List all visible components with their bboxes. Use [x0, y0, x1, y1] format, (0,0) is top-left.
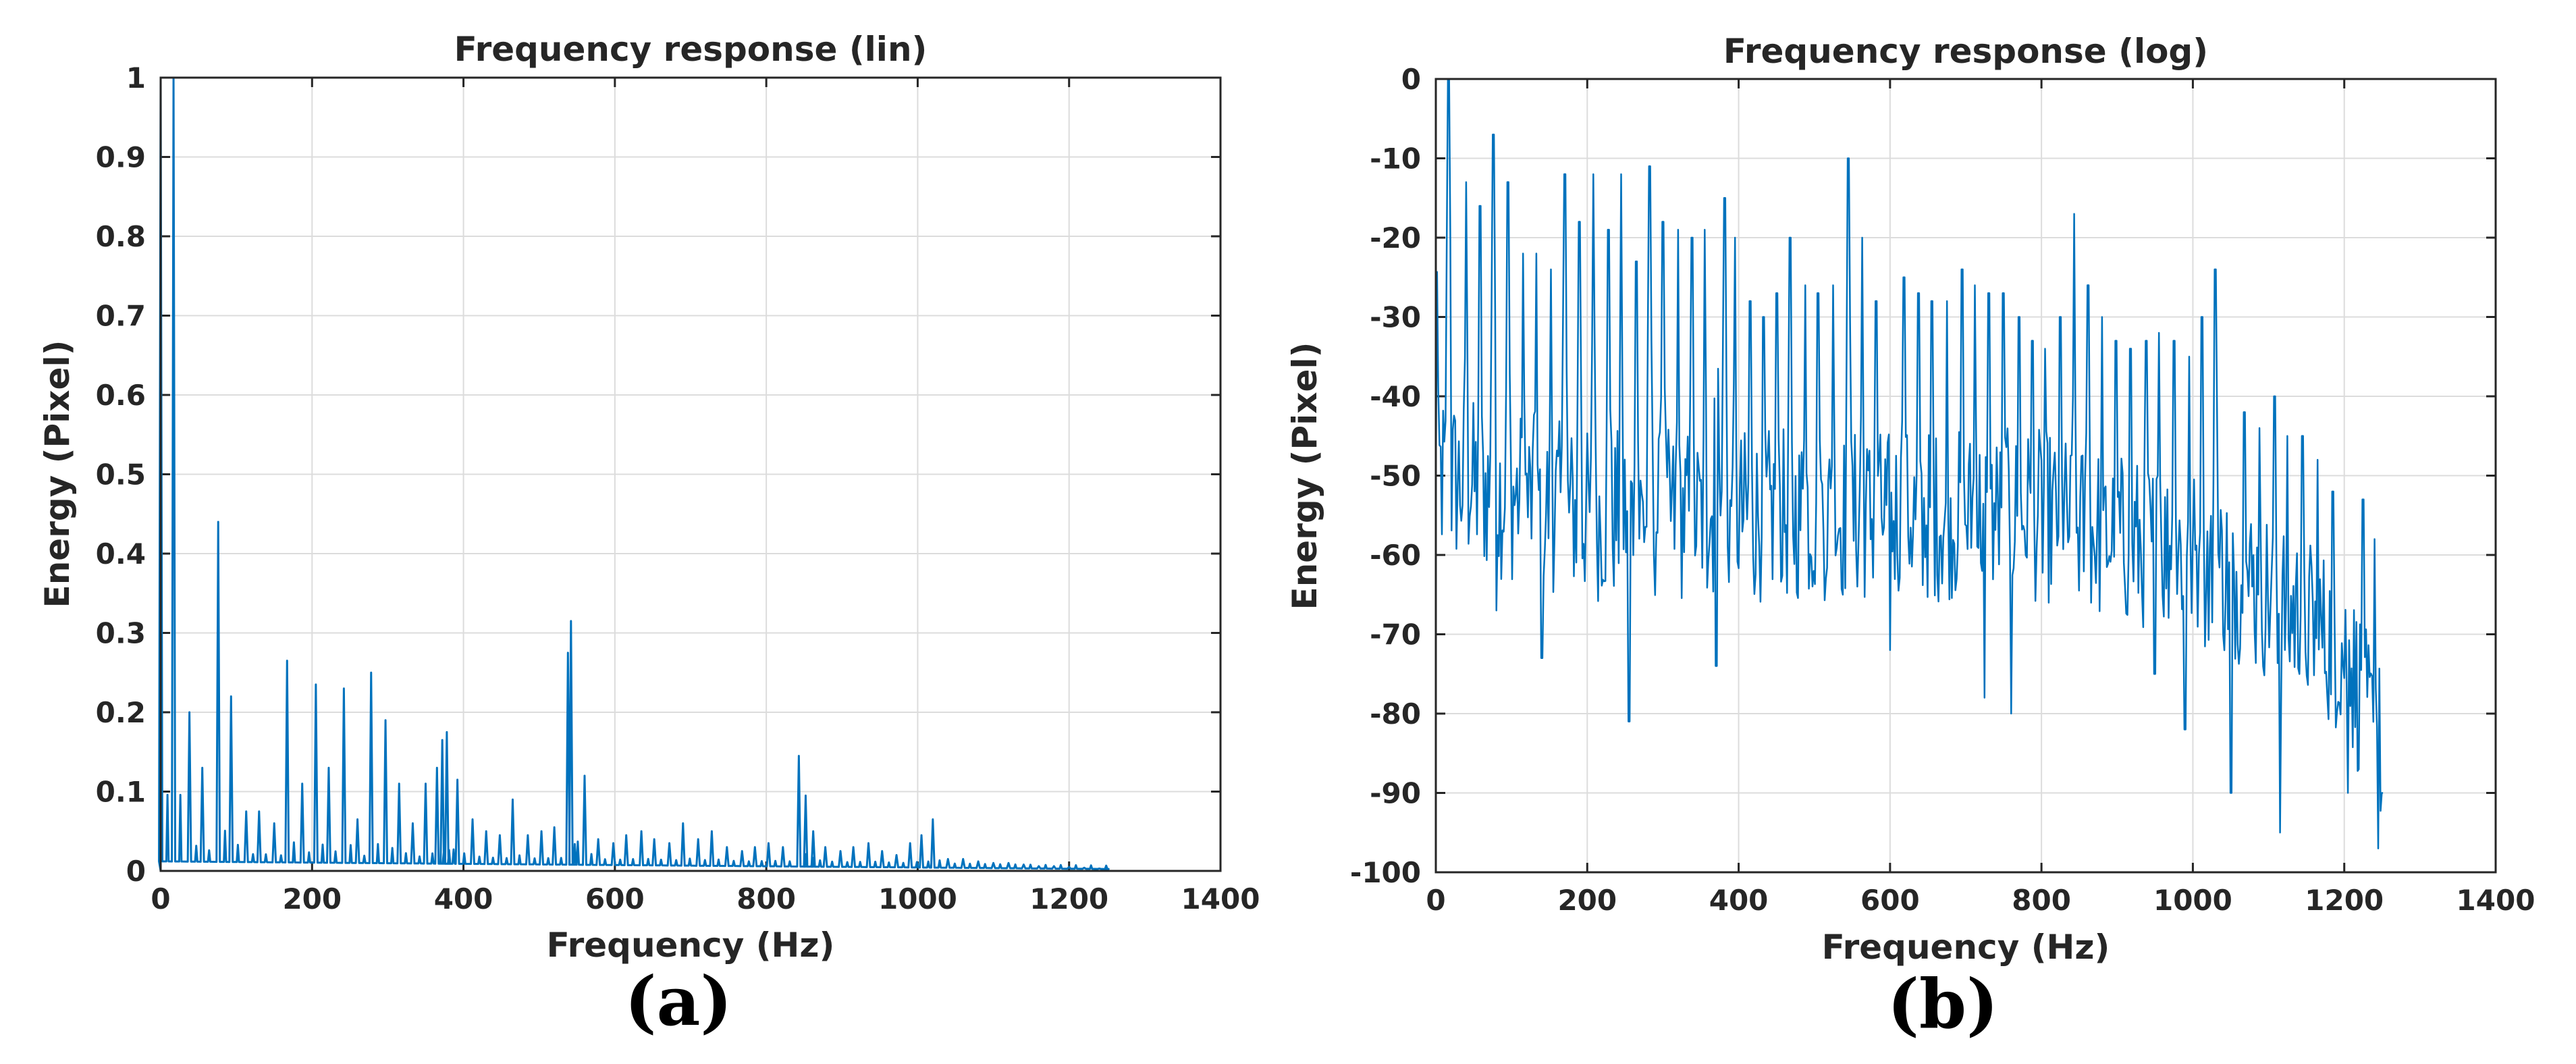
y-tick-label: 1 [126, 61, 146, 95]
grid-lin [160, 77, 1221, 872]
plot-frame-lin [159, 76, 1222, 872]
series-line-lin [158, 76, 1110, 872]
x-tick-label: 600 [1860, 884, 1920, 917]
x-axis-label-lin: Frequency (Hz) [547, 926, 835, 965]
y-tick-label: 0.4 [96, 537, 146, 570]
y-tick-label: 0.8 [96, 220, 146, 253]
ticks-log: 0 200 400 600 800 1000 1200 1400-100-90-80-70-6… [1350, 63, 2535, 917]
y-tick-label: -70 [1370, 618, 1421, 651]
y-tick-label: -30 [1370, 301, 1421, 334]
y-tick-label: -20 [1370, 221, 1421, 255]
panel-lin: Frequency response (lin) 0 200 400 600 800 10… [38, 30, 1260, 1041]
y-tick-label: -50 [1370, 460, 1421, 493]
x-tick-label: 200 [282, 882, 342, 915]
x-tick-label: 1200 [2305, 884, 2384, 917]
y-tick-label: -90 [1370, 777, 1421, 810]
x-tick-label: 0 [1426, 884, 1445, 917]
x-tick-label: 1000 [878, 882, 957, 915]
y-tick-label: 0.2 [96, 696, 146, 729]
x-tick-label: 800 [736, 882, 796, 915]
x-tick-label: 1400 [2457, 884, 2535, 917]
y-tick-label: 0.3 [96, 617, 146, 650]
ticks-lin: 0 200 400 600 800 1000 1200 1400 0 0.1 0.2 0.3 0.4 0.… [96, 61, 1260, 915]
y-tick-label: 0.5 [96, 458, 146, 491]
chart-title-log: Frequency response (log) [1723, 32, 2208, 71]
x-tick-label: 400 [434, 882, 493, 915]
y-tick-label: -40 [1370, 380, 1421, 413]
x-axis-label-log: Frequency (Hz) [1822, 928, 2110, 967]
y-tick-label: -100 [1350, 856, 1421, 889]
x-tick-label: 0 [151, 882, 170, 915]
y-tick-label: -60 [1370, 539, 1421, 572]
x-tick-label: 600 [585, 882, 645, 915]
x-tick-label: 1000 [2153, 884, 2232, 917]
x-tick-label: 200 [1557, 884, 1617, 917]
y-tick-label: 0.6 [96, 379, 146, 412]
y-tick-label: 0 [126, 855, 146, 888]
x-tick-label: 1400 [1181, 882, 1260, 915]
y-tick-label: 0 [1401, 63, 1421, 96]
y-tick-label: 0.7 [96, 300, 146, 333]
y-tick-label: -80 [1370, 697, 1421, 730]
grid-log [1435, 78, 2496, 873]
chart-title-lin: Frequency response (lin) [454, 30, 928, 69]
y-tick-label: 0.1 [96, 776, 146, 809]
y-axis-label-log: Energy (Pixel) [1285, 342, 1324, 610]
x-tick-label: 400 [1709, 884, 1769, 917]
plot-frame-log [1434, 78, 2497, 874]
y-axis-label-lin: Energy (Pixel) [38, 340, 77, 608]
caption-b: (b) [1887, 964, 1999, 1044]
y-tick-label: -10 [1370, 142, 1421, 176]
panel-log: Frequency response (log) 0 200 400 600 800 10… [1285, 32, 2535, 1044]
x-tick-label: 1200 [1029, 882, 1108, 915]
x-tick-label: 800 [2012, 884, 2071, 917]
series-line-log [1434, 78, 2384, 850]
y-tick-label: 0.9 [96, 141, 146, 174]
caption-a: (a) [624, 961, 732, 1041]
